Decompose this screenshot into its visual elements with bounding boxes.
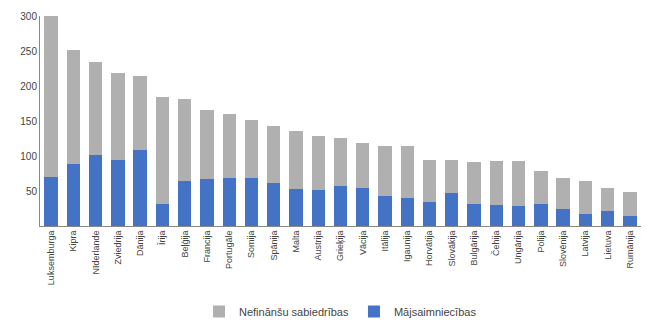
- svg-text:Mājsaimniecības: Mājsaimniecības: [394, 306, 476, 318]
- svg-text:Latvija: Latvija: [580, 231, 590, 257]
- svg-text:Grieķija: Grieķija: [335, 231, 345, 262]
- svg-text:Igaunija: Igaunija: [402, 231, 412, 263]
- svg-text:200: 200: [20, 81, 37, 92]
- svg-text:Horvātija: Horvātija: [424, 231, 434, 267]
- svg-text:Itālija: Itālija: [380, 231, 390, 252]
- svg-text:Vācija: Vācija: [358, 231, 368, 256]
- svg-text:Īrija: Īrija: [157, 231, 167, 246]
- svg-text:Portugāle: Portugāle: [224, 231, 234, 270]
- svg-text:Beļģija: Beļģija: [180, 231, 190, 258]
- svg-text:Bulgārija: Bulgārija: [469, 231, 479, 266]
- svg-text:Slovēnija: Slovēnija: [558, 231, 568, 268]
- svg-text:Nefinānšu sabiedrības: Nefinānšu sabiedrības: [239, 306, 349, 318]
- svg-text:300: 300: [20, 11, 37, 22]
- svg-text:Austrija: Austrija: [313, 231, 323, 261]
- svg-text:Čehija: Čehija: [491, 231, 501, 257]
- svg-text:Rumānija: Rumānija: [625, 231, 635, 269]
- svg-text:Zviedrija: Zviedrija: [113, 231, 123, 265]
- svg-text:Somija: Somija: [246, 231, 256, 259]
- svg-text:Kipra: Kipra: [68, 231, 78, 252]
- svg-text:Spānija: Spānija: [269, 231, 279, 261]
- svg-text:100: 100: [20, 151, 37, 162]
- svg-text:Dānija: Dānija: [135, 231, 145, 257]
- svg-text:Slovākija: Slovākija: [447, 231, 457, 267]
- svg-text:150: 150: [20, 116, 37, 127]
- svg-text:Malta: Malta: [291, 231, 301, 253]
- svg-text:Nīderlande: Nīderlande: [91, 231, 101, 275]
- svg-text:50: 50: [26, 186, 38, 197]
- svg-text:Luksemburga: Luksemburga: [46, 231, 56, 286]
- svg-text:Lietuva: Lietuva: [603, 231, 613, 260]
- svg-text:250: 250: [20, 46, 37, 57]
- svg-text:Polija: Polija: [536, 231, 546, 253]
- svg-text:Ungārija: Ungārija: [513, 231, 523, 265]
- svg-text:Francija: Francija: [202, 231, 212, 263]
